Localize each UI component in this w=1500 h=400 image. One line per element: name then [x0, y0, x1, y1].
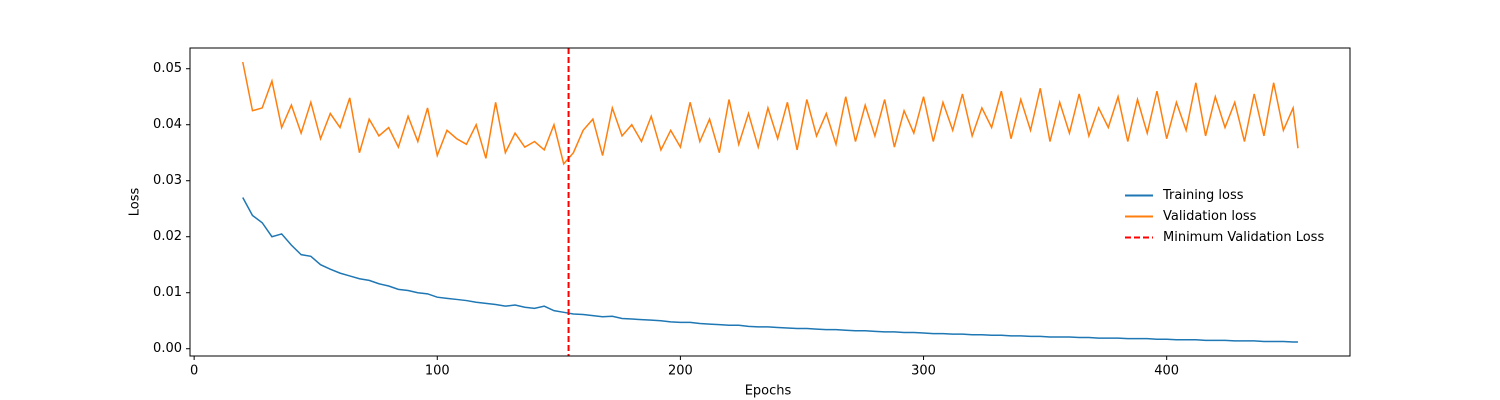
legend-label: Training loss: [1162, 188, 1244, 203]
y-tick-label: 0.00: [153, 341, 182, 356]
line: [242, 197, 1298, 343]
x-tick-label: 200: [668, 364, 693, 379]
plot-frame: [189, 47, 1351, 357]
x-tick-label: 0: [190, 364, 198, 379]
x-axis-label: Epochs: [745, 384, 792, 399]
legend-label: Minimum Validation Loss: [1163, 230, 1324, 245]
y-tick-label: 0.05: [153, 61, 182, 76]
legend-label: Validation loss: [1163, 209, 1257, 224]
line: [242, 61, 1299, 166]
y-tick-label: 0.04: [153, 117, 182, 132]
y-tick-label: 0.03: [153, 173, 182, 188]
x-tick-label: 100: [425, 364, 450, 379]
y-tick-label: 0.02: [153, 229, 182, 244]
y-axis-label: Loss: [128, 188, 143, 217]
x-tick-label: 300: [911, 364, 936, 379]
y-tick-label: 0.01: [153, 285, 182, 300]
x-tick-label: 400: [1154, 364, 1179, 379]
